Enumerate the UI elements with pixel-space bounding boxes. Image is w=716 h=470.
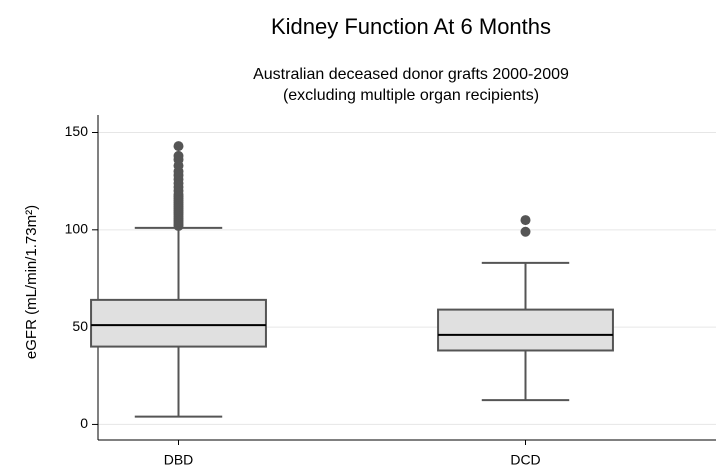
y-tick-label: 0 xyxy=(80,415,88,431)
chart-subtitle: Australian deceased donor grafts 2000-20… xyxy=(253,66,569,83)
box xyxy=(437,308,614,352)
outlier xyxy=(173,150,184,161)
chart-subtitle: (excluding multiple organ recipients) xyxy=(283,87,539,104)
outlier xyxy=(173,141,184,152)
y-tick-label: 50 xyxy=(72,318,88,334)
outlier xyxy=(520,226,531,237)
y-tick-label: 150 xyxy=(65,123,89,139)
x-tick-label: DBD xyxy=(164,452,194,468)
chart-title: Kidney Function At 6 Months xyxy=(271,14,551,39)
y-tick-label: 100 xyxy=(65,221,89,237)
y-axis-label: eGFR (mL/min/1.73m²) xyxy=(23,205,40,359)
box xyxy=(90,298,267,348)
outlier xyxy=(520,215,531,226)
x-tick-label: DCD xyxy=(510,452,540,468)
